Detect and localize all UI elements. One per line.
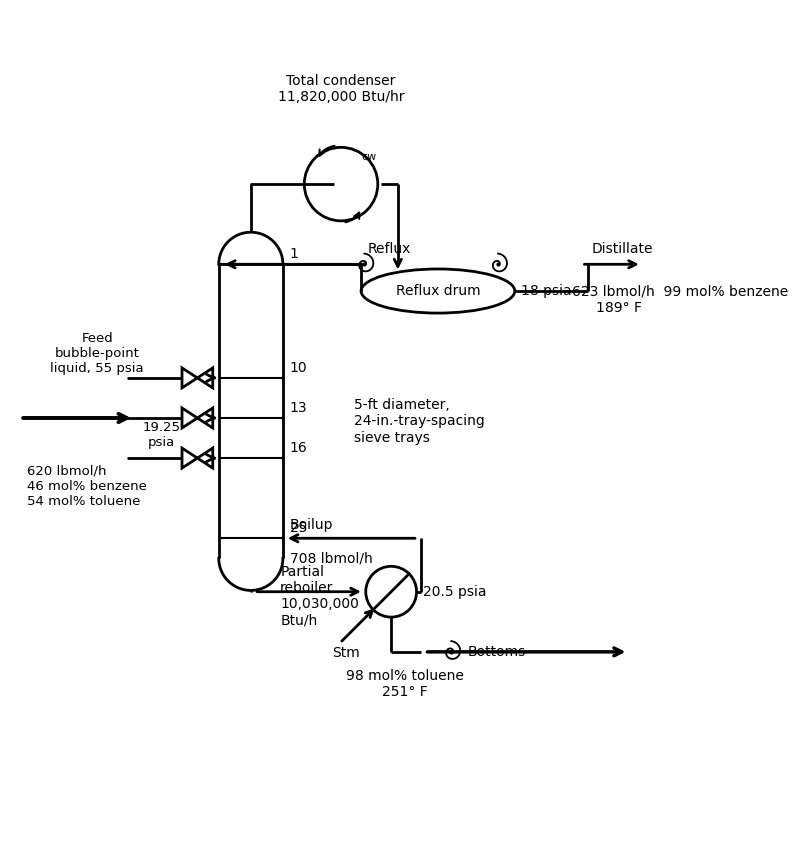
Text: Reflux drum: Reflux drum	[395, 284, 480, 298]
Text: Total condenser
11,820,000 Btu/hr: Total condenser 11,820,000 Btu/hr	[277, 74, 404, 104]
Text: 708 lbmol/h: 708 lbmol/h	[290, 552, 372, 566]
Text: 98 mol% toluene
251° F: 98 mol% toluene 251° F	[346, 669, 464, 699]
Text: 25: 25	[290, 521, 307, 535]
Text: cw: cw	[361, 152, 376, 162]
Polygon shape	[219, 232, 283, 590]
Text: Feed
bubble-point
liquid, 55 psia: Feed bubble-point liquid, 55 psia	[51, 331, 144, 374]
Text: 189° F: 189° F	[596, 301, 642, 315]
Text: Partial
reboiler
10,030,000
Btu/h: Partial reboiler 10,030,000 Btu/h	[280, 565, 359, 627]
Text: 1: 1	[290, 247, 298, 261]
Text: 620 lbmol/h
46 mol% benzene
54 mol% toluene: 620 lbmol/h 46 mol% benzene 54 mol% tolu…	[27, 465, 147, 508]
Text: 10: 10	[290, 361, 307, 374]
Text: 16: 16	[290, 441, 307, 455]
Text: 19.25
psia: 19.25 psia	[143, 421, 180, 449]
Text: Distillate: Distillate	[592, 242, 653, 257]
Text: Boilup: Boilup	[290, 517, 333, 532]
Text: 623 lbmol/h  99 mol% benzene: 623 lbmol/h 99 mol% benzene	[572, 284, 788, 299]
Text: 20.5 psia: 20.5 psia	[423, 584, 487, 599]
Bar	[219, 264, 283, 558]
Text: Stm: Stm	[333, 647, 360, 660]
Text: 5-ft diameter,
24-in.-tray-spacing
sieve trays: 5-ft diameter, 24-in.-tray-spacing sieve…	[354, 398, 485, 445]
Text: Bottoms: Bottoms	[468, 645, 526, 659]
Text: Reflux: Reflux	[368, 242, 411, 257]
Text: 18 psia: 18 psia	[521, 284, 572, 298]
Text: 13: 13	[290, 400, 307, 415]
